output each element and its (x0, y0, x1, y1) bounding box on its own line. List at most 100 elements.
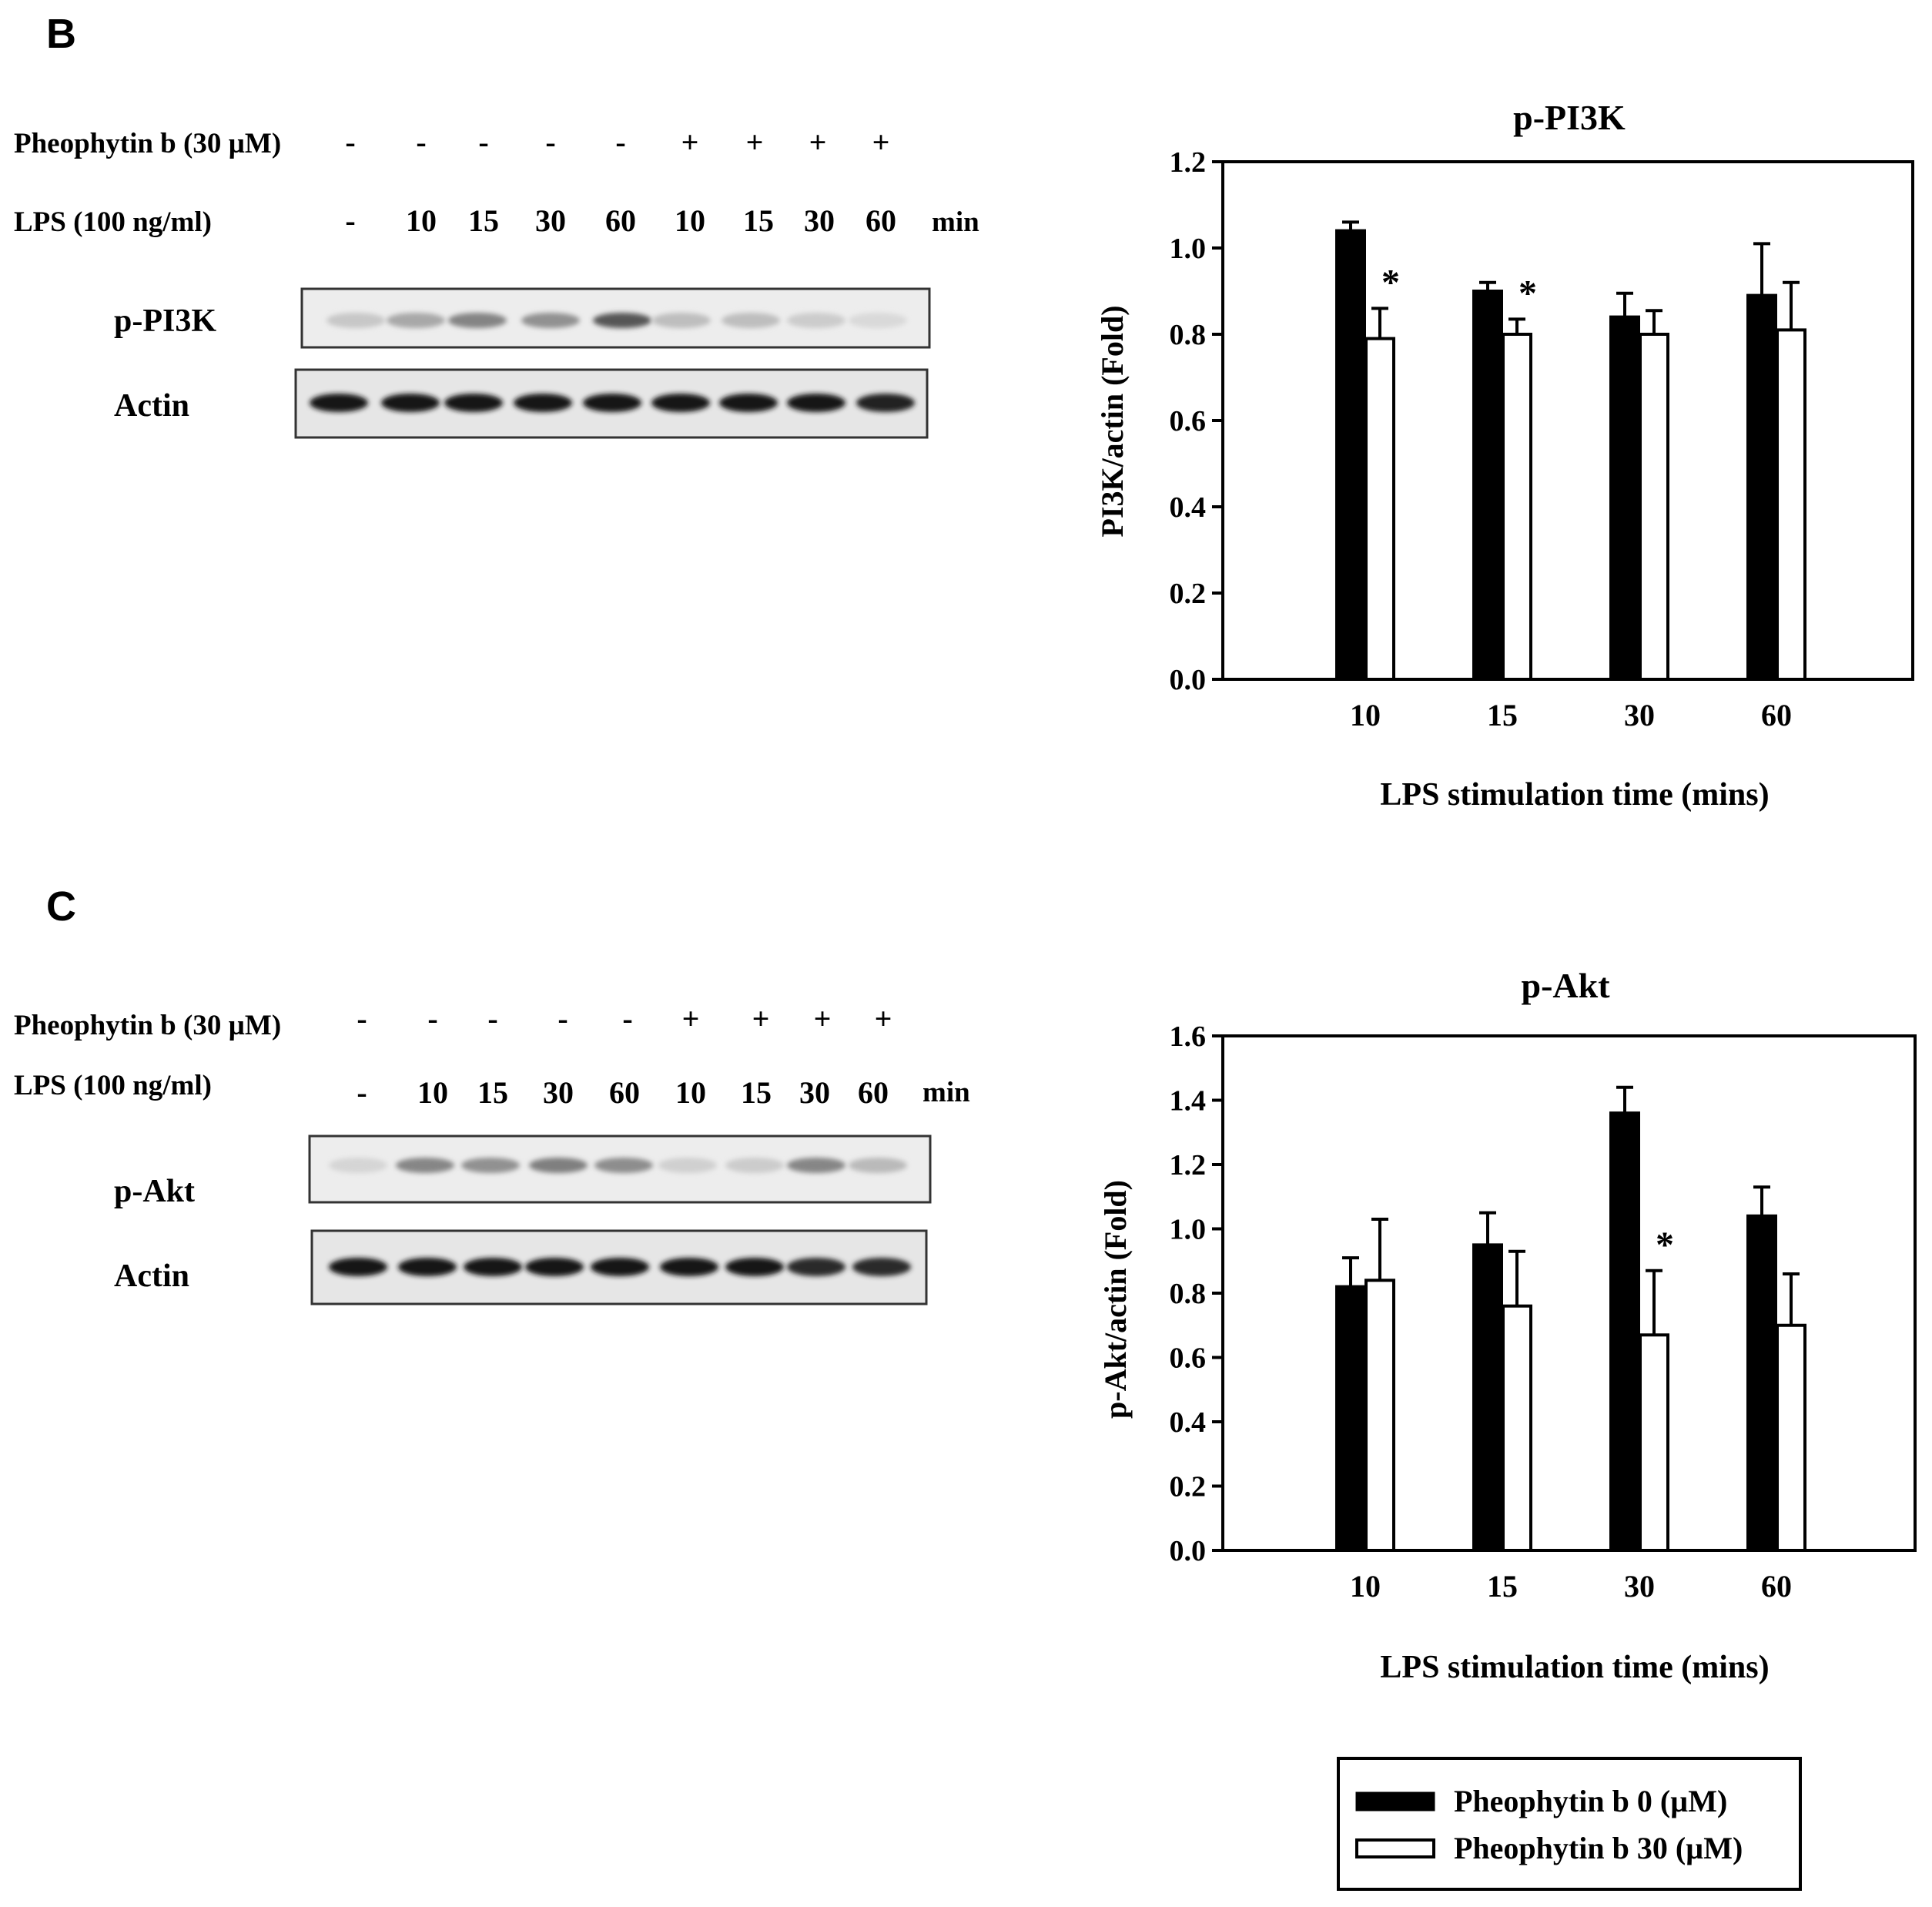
legend-label: Pheophytin b 0 (µM) (1454, 1784, 1727, 1818)
bar (1639, 1333, 1669, 1553)
y-tick-label: 0.6 (1170, 1342, 1207, 1375)
plot-frame (1221, 1034, 1917, 1552)
blot-row-values: - 10 15 30 60 10 15 30 60 (345, 203, 896, 238)
y-tick-label: 0.0 (1170, 664, 1207, 696)
blot-row-values: - 10 15 30 60 10 15 30 60 (357, 1075, 889, 1110)
lane-label: 10 (675, 203, 705, 238)
blot-unit-label: min (922, 1077, 970, 1108)
blot-band (651, 394, 710, 412)
bar (1746, 293, 1777, 681)
lane-label: - (357, 1001, 367, 1036)
bars: * * (1335, 220, 1806, 682)
lane-label: - (615, 125, 625, 159)
lane-label: - (545, 125, 555, 159)
bar (1472, 290, 1503, 681)
blot-b: Pheophytin b (30 µM) LPS (100 ng/ml) ---… (14, 125, 979, 439)
bar (1746, 1214, 1777, 1553)
blot-band (444, 394, 503, 412)
panel-c: C Pheophytin b (30 µM) LPS (100 ng/ml) -… (14, 883, 1917, 1685)
y-tick-label: 0.0 (1170, 1535, 1207, 1567)
x-axis-label: LPS stimulation time (mins) (1380, 777, 1769, 813)
y-tick-label: 0.4 (1170, 491, 1207, 524)
y-tick-label: 1.6 (1170, 1021, 1207, 1053)
blot-band (787, 394, 845, 412)
axes: 0.0 0.2 0.4 0.6 0.8 1.0 1.2 10 15 30 60 (1170, 146, 1914, 732)
bar (1502, 1304, 1532, 1552)
blot-band (461, 1158, 520, 1173)
bar (1364, 1279, 1395, 1553)
blot-band (658, 1158, 717, 1173)
lane-label: - (622, 1001, 632, 1036)
bar (1335, 1285, 1366, 1553)
blot-band (591, 1258, 649, 1276)
blot-unit-label: min (932, 206, 979, 238)
lane-label: 15 (741, 1075, 772, 1110)
bar (1609, 1111, 1640, 1552)
axes: 0.0 0.2 0.4 0.6 0.8 1.0 1.2 1.4 1.6 10 15 30 60 (1170, 1021, 1917, 1604)
blot-band (381, 394, 440, 412)
band-label: Actin (114, 1258, 189, 1294)
blot-row-values: - - - - - + + + + (357, 1001, 892, 1036)
panel-letter: C (46, 883, 76, 930)
blot-band (722, 313, 780, 328)
bar (1776, 328, 1806, 681)
lane-label: + (809, 125, 827, 159)
y-tick-label: 1.4 (1170, 1085, 1207, 1118)
blot-bands (329, 1258, 911, 1276)
chart-p-pi3k: p-PI3K LPS stimulation time (mins) PI3K/… (1095, 98, 1914, 813)
band-label: p-PI3K (114, 303, 216, 339)
chart-p-akt: p-Akt LPS stimulation time (mins) p-Akt/… (1098, 966, 1917, 1685)
x-tick-label: 15 (1487, 1569, 1518, 1604)
lane-label: 10 (417, 1075, 448, 1110)
blot-band (725, 1258, 784, 1276)
y-tick-label: 0.2 (1170, 1471, 1207, 1503)
lane-label: - (478, 125, 488, 159)
lane-label: 60 (609, 1075, 640, 1110)
blot-row-label: LPS (100 ng/ml) (14, 206, 212, 238)
lane-label: - (427, 1001, 437, 1036)
x-tick-label: 10 (1350, 1569, 1381, 1604)
x-axis-label: LPS stimulation time (mins) (1380, 1650, 1769, 1685)
blot-band (593, 313, 651, 328)
blot-band (329, 1258, 387, 1276)
panel-b: B Pheophytin b (30 µM) LPS (100 ng/ml) -… (14, 11, 1914, 813)
lane-label: + (682, 1001, 700, 1036)
y-axis-label: p-Akt/actin (Fold) (1098, 1180, 1133, 1419)
lane-label: + (681, 125, 699, 159)
blot-band (849, 1158, 907, 1173)
lane-label: + (746, 125, 764, 159)
lane-label: 60 (605, 203, 636, 238)
legend-swatch-light (1355, 1838, 1435, 1858)
lane-label: 15 (468, 203, 499, 238)
bar (1364, 337, 1395, 681)
blot-band (448, 313, 507, 328)
lane-label: - (345, 203, 355, 238)
lane-label: - (487, 1001, 497, 1036)
y-axis-label: PI3K/actin (Fold) (1095, 305, 1130, 537)
bar (1335, 229, 1366, 682)
blot-band (849, 313, 907, 328)
lane-label: 10 (406, 203, 437, 238)
lane-label: + (875, 1001, 892, 1036)
blot-bands (326, 313, 907, 328)
y-tick-label: 1.0 (1170, 1214, 1207, 1246)
blot-band (787, 313, 845, 328)
x-tick-label: 30 (1624, 1569, 1655, 1604)
blot-band (529, 1158, 588, 1173)
blot-band (329, 1158, 387, 1173)
bar (1776, 1323, 1806, 1552)
blot-band (725, 1158, 784, 1173)
blot-band (594, 1158, 653, 1173)
lane-label: 15 (743, 203, 774, 238)
y-tick-label: 0.2 (1170, 578, 1207, 610)
blot-band (387, 313, 445, 328)
lane-label: 30 (543, 1075, 574, 1110)
y-tick-label: 0.8 (1170, 319, 1207, 351)
y-tick-label: 0.4 (1170, 1406, 1207, 1439)
blot-c: Pheophytin b (30 µM) LPS (100 ng/ml) ---… (14, 1001, 970, 1305)
lane-label: + (814, 1001, 832, 1036)
bar (1639, 333, 1669, 681)
lane-label: 30 (804, 203, 835, 238)
y-tick-label: 0.8 (1170, 1278, 1207, 1310)
bar (1472, 1243, 1503, 1552)
